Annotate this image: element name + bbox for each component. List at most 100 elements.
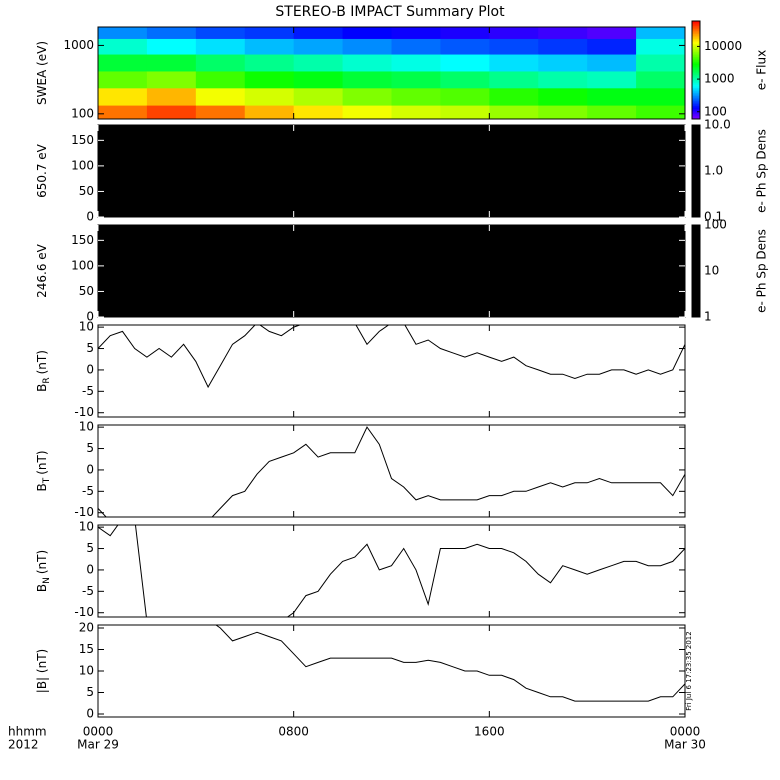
spectrogram-cell xyxy=(489,105,539,119)
panel-frame xyxy=(97,524,686,618)
colorbar-swatch xyxy=(692,38,700,42)
data-line xyxy=(215,625,685,702)
spectrogram-cell xyxy=(489,38,539,55)
colorbar-tick-label: 10 xyxy=(704,264,719,278)
colorbar-swatch xyxy=(692,78,700,81)
spectrogram-cell xyxy=(391,105,441,119)
spectrogram-cell xyxy=(293,87,344,106)
spectrogram-cell xyxy=(636,38,685,55)
spectrogram-cell xyxy=(587,87,637,106)
spectrogram-cell xyxy=(342,54,392,72)
y-axis-label-text: SWEA (eV) xyxy=(35,41,49,105)
spectrogram-cell xyxy=(342,27,392,39)
spectrogram-cell xyxy=(195,70,246,89)
spectrogram-cell xyxy=(587,27,637,39)
y-axis-label-unit: (nT) xyxy=(35,550,49,574)
colorbar-swatch xyxy=(692,63,700,66)
colorbar-swatch xyxy=(692,87,700,91)
colorbar-swatch xyxy=(692,112,700,115)
y-axis-label-sub: R xyxy=(42,377,52,383)
colorbar-swatch xyxy=(692,43,700,46)
y-axis-label: BT (nT) xyxy=(35,450,52,491)
spectrogram-cell xyxy=(587,54,637,72)
colorbar-swatch xyxy=(692,117,700,120)
colorbar-swatch xyxy=(692,76,700,79)
spectrogram-cell xyxy=(146,105,197,119)
y-tick-label: 100 xyxy=(71,258,94,272)
y-axis-label-text: B xyxy=(35,584,49,592)
spectrogram-cell xyxy=(440,27,490,39)
colorbar-swatch xyxy=(692,102,700,105)
colorbar-label: e- Flux xyxy=(755,50,769,90)
spectrogram-cell xyxy=(342,38,392,55)
colorbar-swatch xyxy=(692,73,700,76)
x-tick-label: 0000 xyxy=(83,725,114,739)
colorbar-tick-label: 10000 xyxy=(704,39,742,53)
colorbar-swatch xyxy=(692,42,700,45)
y-tick-label: 10 xyxy=(79,664,94,678)
panel-background xyxy=(98,225,685,317)
spectrogram-cell xyxy=(98,105,148,119)
spectrogram-cell xyxy=(293,105,344,119)
colorbar-swatch xyxy=(692,65,700,68)
colorbar-swatch xyxy=(692,70,700,73)
x-date-label: Mar 30 xyxy=(664,738,706,752)
panel-frame xyxy=(97,624,686,718)
spectrogram-cell xyxy=(440,70,490,89)
colorbar-swatch xyxy=(692,84,700,87)
colorbar-swatch xyxy=(692,55,700,58)
y-tick-label: 0 xyxy=(86,562,94,576)
colorbar-swatch xyxy=(692,50,700,53)
y-axis-label: 650.7 eV xyxy=(35,143,49,198)
spectrogram-cell xyxy=(489,54,539,72)
y-tick-label: 10 xyxy=(79,320,94,334)
spectrogram-cell xyxy=(342,87,392,106)
colorbar-swatch xyxy=(692,35,700,38)
colorbar-swatch xyxy=(692,81,700,84)
y-axis-label-text: B xyxy=(35,384,49,392)
y-tick-label: 50 xyxy=(79,284,94,298)
spectrogram-cell xyxy=(391,70,441,89)
colorbar-swatch xyxy=(692,115,700,118)
spectrogram-cell xyxy=(98,87,148,106)
colorbar-swatch xyxy=(692,61,700,64)
spectrogram-cell xyxy=(98,70,148,89)
y-axis-label-text: 650.7 eV xyxy=(35,143,49,198)
colorbar-swatch xyxy=(692,24,700,27)
y-tick-label: 1000 xyxy=(63,38,94,52)
plot-title: STEREO-B IMPACT Summary Plot xyxy=(275,4,505,20)
spectrogram-cell xyxy=(440,105,490,119)
spectrogram-cell xyxy=(636,70,685,89)
colorbar-swatch xyxy=(692,29,700,32)
panel-frame xyxy=(97,224,686,318)
spectrogram-cell xyxy=(391,87,441,106)
y-tick-label: -5 xyxy=(82,484,94,498)
panel-frame xyxy=(97,424,686,518)
colorbar-tick-label: 100 xyxy=(704,218,727,232)
data-line xyxy=(98,426,685,517)
spectrogram-cell xyxy=(538,38,588,55)
spectrogram-cell xyxy=(244,27,295,39)
y-axis-label-text: 246.6 eV xyxy=(35,243,49,298)
spectrogram-cell xyxy=(391,38,441,55)
colorbar-swatch xyxy=(692,74,700,78)
y-tick-label: 5 xyxy=(86,441,94,455)
y-tick-label: 150 xyxy=(71,133,94,147)
colorbar-swatch xyxy=(692,22,700,25)
colorbar-swatch xyxy=(692,34,700,37)
y-tick-label: -5 xyxy=(82,584,94,598)
y-tick-label: -10 xyxy=(74,405,94,419)
colorbar-tick-label: 1000 xyxy=(704,72,735,86)
spectrogram-cell xyxy=(489,87,539,106)
spectrogram-cell xyxy=(440,38,490,55)
colorbar-swatch xyxy=(692,53,700,56)
spectrogram-cell xyxy=(244,87,295,106)
y-tick-label: 10 xyxy=(79,520,94,534)
x-tick-label: 1600 xyxy=(474,725,505,739)
y-tick-label: -5 xyxy=(82,384,94,398)
spectrogram-cell xyxy=(98,27,148,39)
spectrogram-cell xyxy=(244,70,295,89)
colorbar-swatch xyxy=(692,99,700,102)
colorbar-swatch xyxy=(692,94,700,97)
